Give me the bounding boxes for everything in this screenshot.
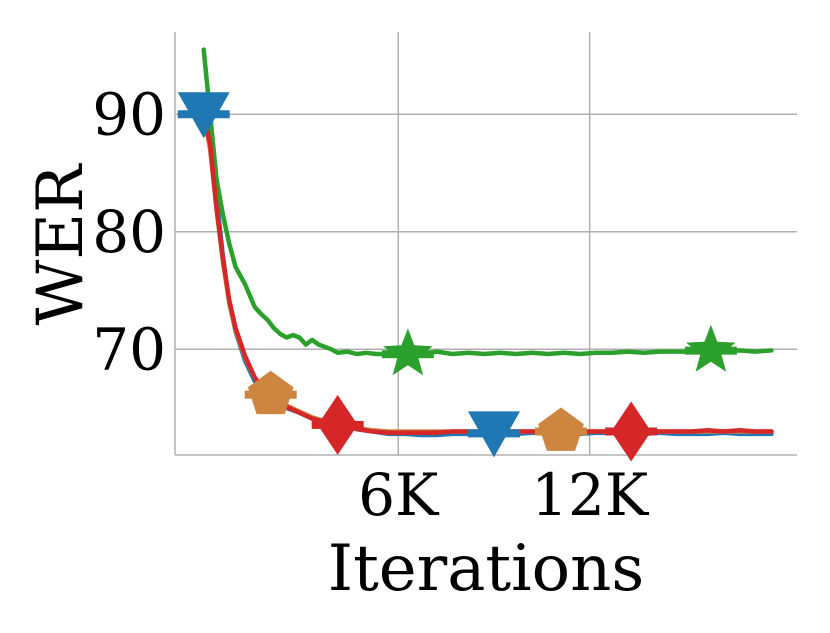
series-line-2 bbox=[201, 47, 774, 358]
y-axis-title: WER bbox=[24, 163, 98, 326]
x-tick-label: 6K bbox=[358, 461, 440, 529]
series-marker-0-bar bbox=[177, 110, 230, 119]
x-tick-label: 12K bbox=[531, 461, 650, 529]
y-tick-label: 90 bbox=[92, 80, 166, 148]
series-marker-3-bar bbox=[311, 420, 364, 429]
series-marker-0-bar bbox=[467, 429, 520, 438]
series-marker-2-bar bbox=[684, 346, 737, 355]
series-marker-2-bar bbox=[381, 350, 434, 359]
series-line-3 bbox=[201, 112, 774, 435]
series-lines bbox=[201, 47, 774, 438]
series-marker-3-bar bbox=[605, 427, 658, 436]
x-axis-title: Iterations bbox=[328, 532, 644, 606]
series-marker-1-bar bbox=[534, 427, 587, 436]
grid-lines bbox=[175, 32, 797, 455]
series-line-1 bbox=[201, 112, 774, 434]
y-tick-label: 70 bbox=[92, 315, 166, 383]
y-tick-label: 80 bbox=[92, 198, 166, 266]
tick-labels: 6K 12K 70 80 90 bbox=[92, 80, 650, 529]
series-marker-1-bar bbox=[244, 390, 297, 399]
axes bbox=[174, 32, 797, 456]
series-markers bbox=[177, 92, 737, 462]
